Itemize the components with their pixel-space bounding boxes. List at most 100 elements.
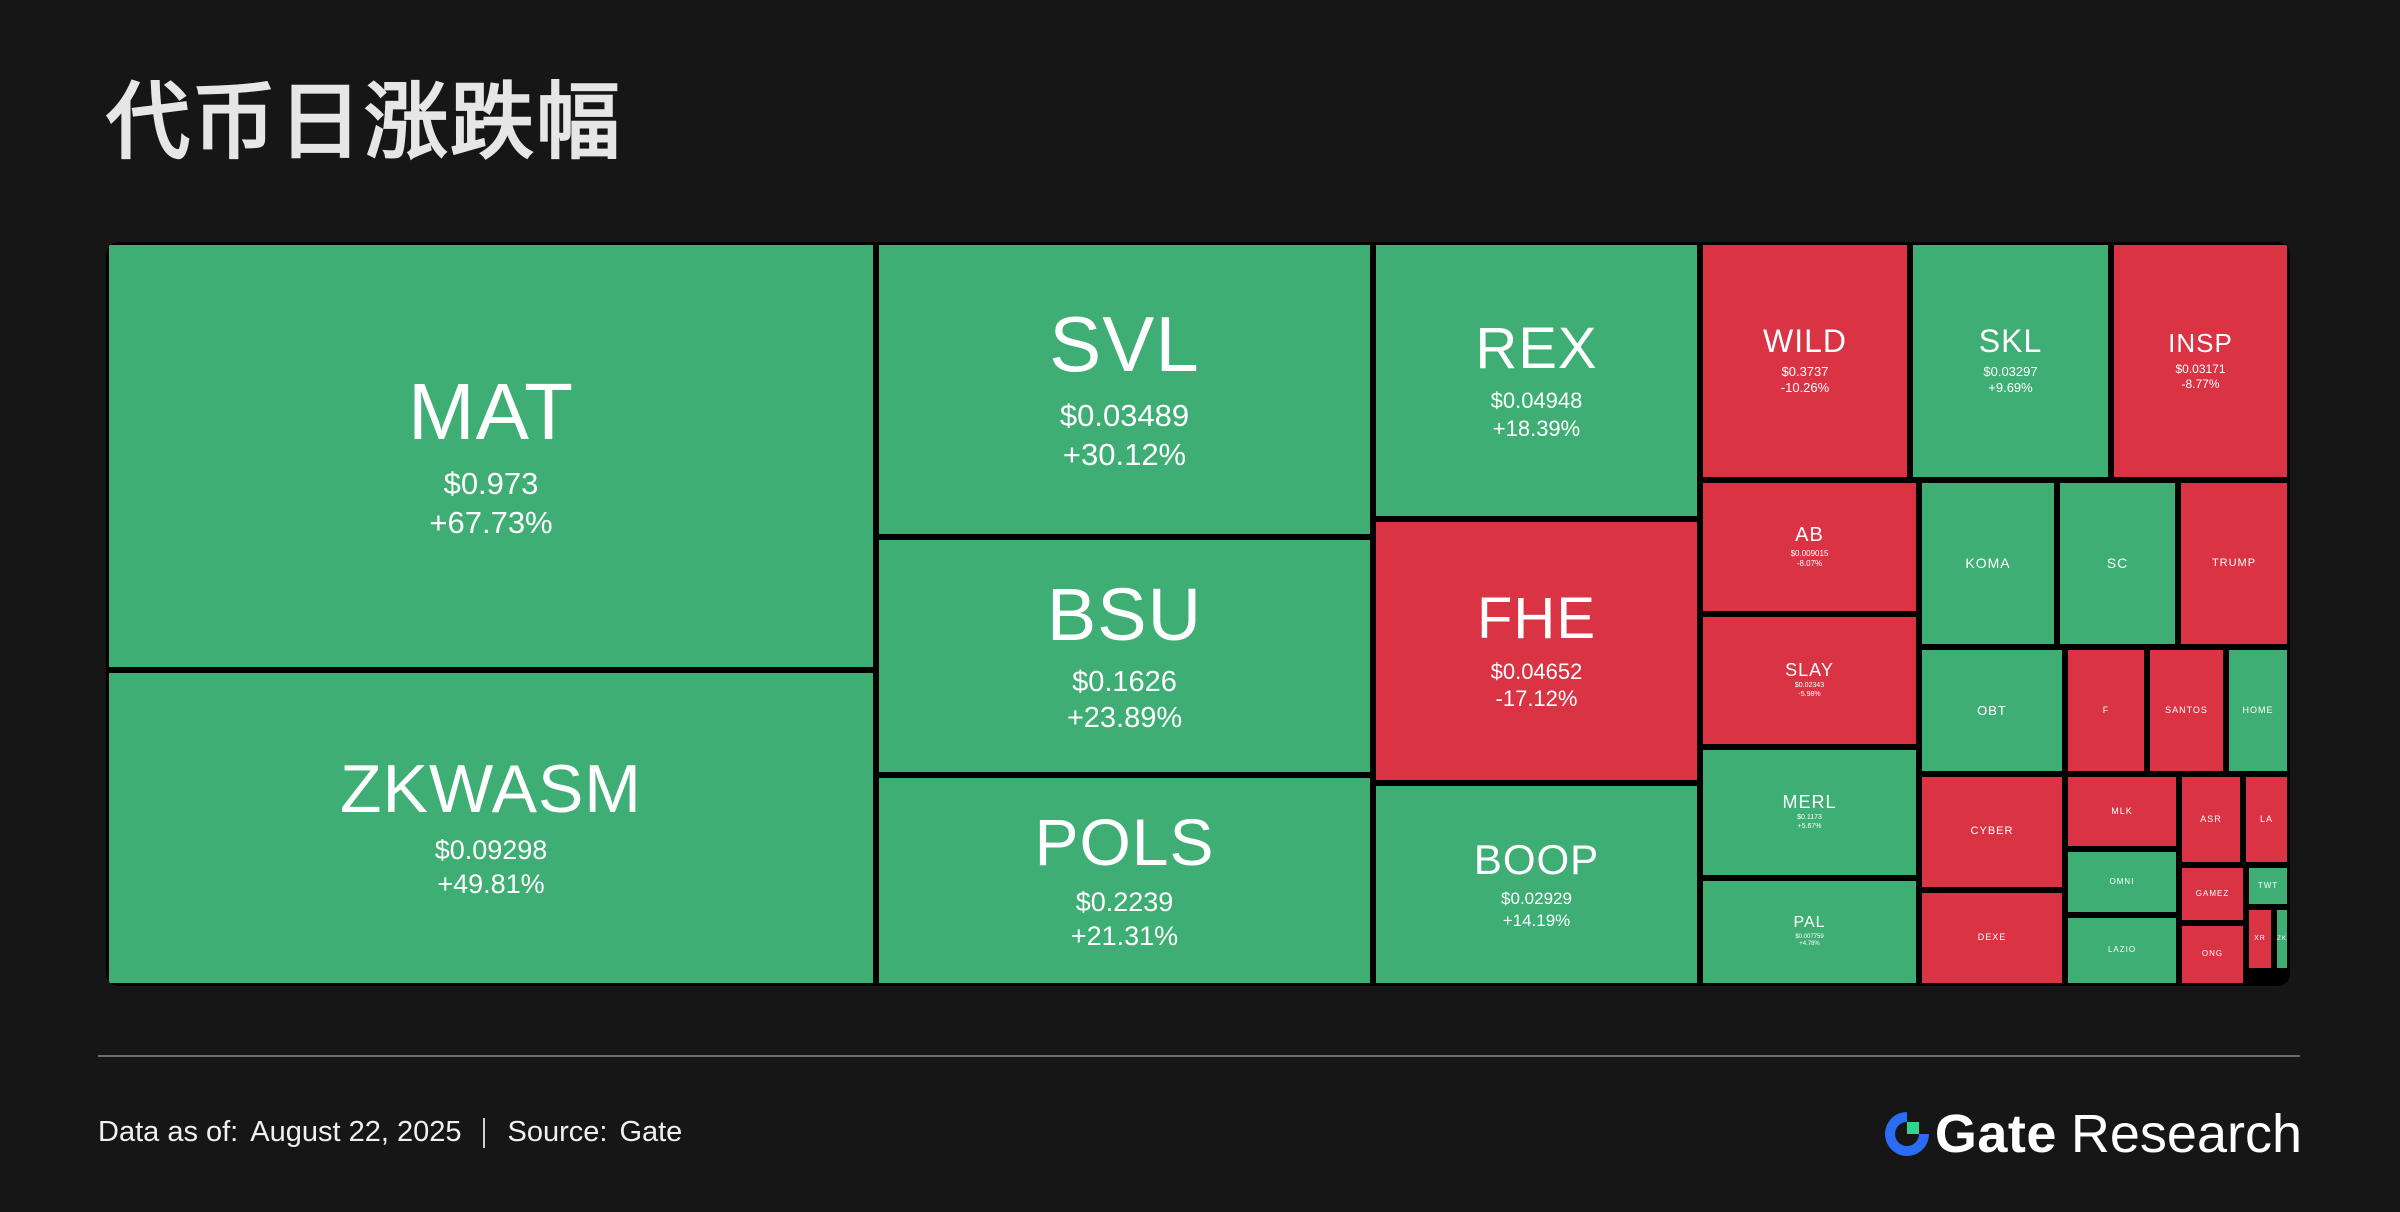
tile-change: -8.77% (2181, 376, 2220, 391)
tile-change: -10.26% (1780, 380, 1830, 396)
tile-symbol: BOOP (1473, 836, 1600, 884)
tile-symbol: BSU (1046, 572, 1203, 656)
treemap-tile-home[interactable]: HOME (2226, 647, 2290, 774)
tile-change: +30.12% (1062, 436, 1187, 472)
treemap-tile-wild[interactable]: WILD $0.3737 -10.26% (1700, 242, 1910, 480)
tile-symbol: MLK (2111, 805, 2133, 816)
treemap-tile-asr[interactable]: ASR (2179, 774, 2243, 865)
treemap-tile-zkwasm[interactable]: ZKWASM $0.09298 +49.81% (106, 670, 876, 986)
tile-price: $0.1173 (1797, 814, 1822, 822)
treemap-tile-slay[interactable]: SLAY $0.02343 -5.98% (1700, 614, 1919, 747)
tile-symbol: ZK (2277, 935, 2287, 942)
tile-price: $0.02343 (1794, 682, 1825, 690)
treemap-tile-cyber[interactable]: CYBER (1919, 774, 2065, 890)
tile-symbol: OBT (1977, 702, 2007, 718)
treemap-tile-sc[interactable]: SC (2057, 480, 2178, 647)
tile-change: +9.69% (1988, 380, 2033, 396)
tile-symbol: HOME (2242, 704, 2274, 715)
tile-symbol: GAMEZ (2195, 888, 2230, 898)
footer-info: Data as of: August 22, 2025 Source: Gate (98, 1116, 682, 1149)
treemap-tile-svl[interactable]: SVL $0.03489 +30.12% (876, 242, 1373, 537)
treemap-tile-insp[interactable]: INSP $0.03171 -8.77% (2111, 242, 2290, 480)
treemap-tile-f[interactable]: F (2065, 647, 2147, 774)
tile-price: $0.03297 (1983, 364, 2038, 380)
treemap-tile-mlk[interactable]: MLK (2065, 774, 2179, 849)
treemap-tile-bsu[interactable]: BSU $0.1626 +23.89% (876, 537, 1373, 775)
tile-price: $0.973 (443, 465, 539, 501)
treemap-tile-koma[interactable]: KOMA (1919, 480, 2057, 647)
tile-symbol: PAL (1793, 914, 1826, 932)
treemap-tile-skl[interactable]: SKL $0.03297 +9.69% (1910, 242, 2111, 480)
data-as-of-label: Data as of: (98, 1116, 239, 1148)
treemap-tile-ab[interactable]: AB $0.009015 -8.07% (1700, 480, 1919, 614)
tile-symbol: ASR (2200, 813, 2222, 824)
page-title: 代币日涨跌幅 (106, 73, 623, 171)
treemap-tile-mat[interactable]: MAT $0.973 +67.73% (106, 242, 876, 670)
data-date: August 22, 2025 (250, 1116, 462, 1148)
tile-symbol: ONG (2201, 949, 2224, 959)
treemap-tile-obt[interactable]: OBT (1919, 647, 2065, 774)
tile-symbol: OMNI (2109, 876, 2135, 886)
source-value: Gate (619, 1116, 683, 1148)
tile-symbol: SKL (1978, 323, 2043, 360)
treemap-tile-omni[interactable]: OMNI (2065, 849, 2179, 915)
tile-change: +21.31% (1070, 920, 1179, 951)
treemap-tile-zk[interactable]: ZK (2274, 907, 2290, 971)
treemap-tile-xr[interactable]: XR (2246, 907, 2274, 971)
tile-price: $0.1626 (1072, 665, 1177, 698)
treemap-tile-fhe[interactable]: FHE $0.04652 -17.12% (1373, 519, 1700, 783)
treemap-tile-rex[interactable]: REX $0.04948 +18.39% (1373, 242, 1700, 519)
tile-change: +67.73% (429, 504, 553, 540)
gate-logo-icon (1884, 1112, 1929, 1156)
brand-logo: Gate Research (1881, 1104, 2302, 1164)
tile-symbol: SLAY (1785, 660, 1834, 681)
treemap-tile-santos[interactable]: SANTOS (2147, 647, 2226, 774)
tile-change: +4.78% (1799, 941, 1820, 948)
tile-symbol: REX (1475, 315, 1598, 381)
tile-change: +5.67% (1797, 822, 1822, 830)
treemap-tile-la[interactable]: LA (2243, 774, 2290, 865)
tile-symbol: SVL (1049, 300, 1200, 389)
tile-symbol: MERL (1782, 792, 1837, 813)
tile-price: $0.009015 (1790, 549, 1829, 558)
tile-change: -17.12% (1495, 686, 1578, 712)
treemap-tile-pal[interactable]: PAL $0.007759 +4.78% (1700, 878, 1919, 986)
tile-symbol: CYBER (1970, 825, 2014, 838)
treemap-tile-merl[interactable]: MERL $0.1173 +5.67% (1700, 747, 1919, 878)
tile-change: +18.39% (1492, 415, 1581, 441)
tile-symbol: TWT (2257, 880, 2279, 890)
tile-price: $0.03489 (1059, 398, 1190, 434)
footer-separator (483, 1117, 486, 1148)
tile-symbol: TRUMP (2211, 556, 2257, 569)
tile-change: +23.89% (1066, 701, 1183, 734)
treemap-tile-twt[interactable]: TWT (2246, 865, 2290, 907)
treemap-tile-trump[interactable]: TRUMP (2178, 480, 2290, 647)
treemap-tile-dexe[interactable]: DEXE (1919, 890, 2065, 986)
tile-change: -8.07% (1796, 559, 1823, 568)
tile-symbol: SC (2106, 555, 2129, 572)
treemap-tile-pols[interactable]: POLS $0.2239 +21.31% (876, 775, 1373, 986)
treemap-tile-boop[interactable]: BOOP $0.02929 +14.19% (1373, 783, 1700, 986)
tile-symbol: KOMA (1965, 555, 2011, 572)
tile-symbol: FHE (1477, 586, 1596, 652)
tile-price: $0.2239 (1075, 886, 1174, 917)
tile-symbol: INSP (2168, 328, 2233, 359)
tile-change: +49.81% (437, 869, 545, 900)
brand-name: Gate (1934, 1104, 2057, 1164)
tile-symbol: F (2102, 704, 2110, 715)
tile-price: $0.04652 (1490, 658, 1583, 684)
treemap-tile-ong[interactable]: ONG (2179, 923, 2246, 986)
tile-symbol: LAZIO (2107, 945, 2137, 955)
tile-symbol: SANTOS (2165, 704, 2208, 715)
tile-price: $0.007759 (1795, 933, 1824, 940)
tile-symbol: POLS (1034, 804, 1215, 879)
tile-symbol: DEXE (1977, 932, 2007, 943)
source-label: Source: (507, 1116, 608, 1148)
tile-change: -5.98% (1798, 690, 1821, 698)
tile-symbol: AB (1795, 524, 1824, 546)
treemap-tile-gamez[interactable]: GAMEZ (2179, 865, 2246, 923)
treemap-tile-lazio[interactable]: LAZIO (2065, 915, 2179, 986)
brand-suffix: Research (2070, 1104, 2302, 1164)
footer-divider (98, 1055, 2300, 1057)
tile-symbol: XR (2254, 935, 2266, 943)
